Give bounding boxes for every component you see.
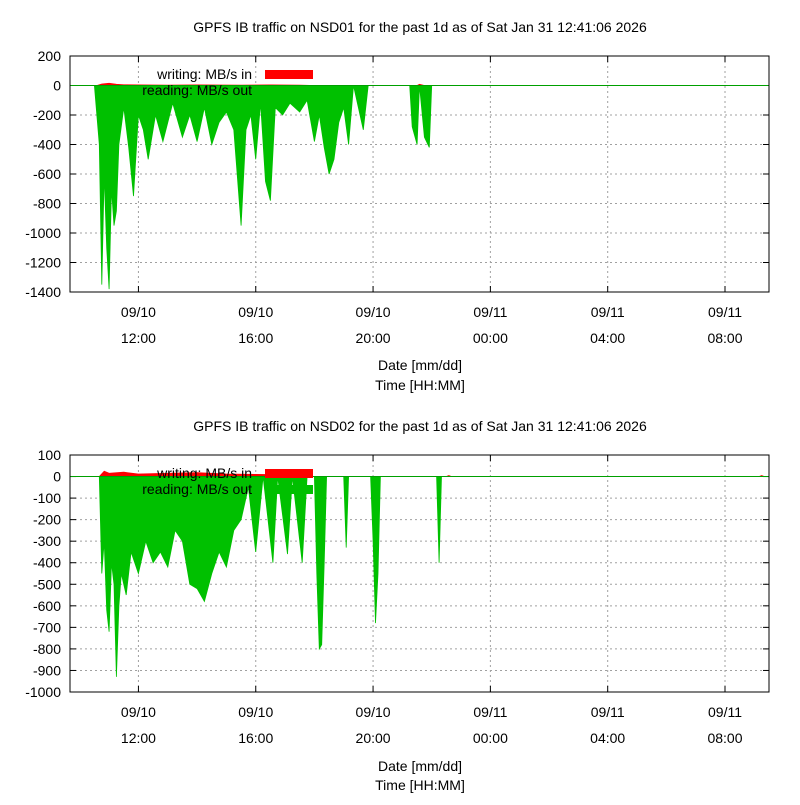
y-tick-label: -800 xyxy=(33,641,61,657)
legend-swatch-reading xyxy=(265,485,313,494)
x-tick-label-time: 20:00 xyxy=(356,330,391,346)
x-tick-label-time: 16:00 xyxy=(238,730,273,746)
x-axis-label-time: Time [HH:MM] xyxy=(375,377,465,393)
y-tick-label: -1000 xyxy=(25,225,61,241)
y-tick-label: -400 xyxy=(33,137,61,153)
y-tick-label: -200 xyxy=(33,107,61,123)
y-tick-label: -1200 xyxy=(25,255,61,271)
legend-swatch-reading xyxy=(265,86,313,95)
x-tick-label-time: 00:00 xyxy=(473,330,508,346)
y-tick-label: -500 xyxy=(33,576,61,592)
y-tick-label: 0 xyxy=(53,78,61,94)
x-tick-label-time: 12:00 xyxy=(121,330,156,346)
y-tick-label: -100 xyxy=(33,490,61,506)
x-tick-label-date: 09/10 xyxy=(356,704,391,720)
y-tick-label: -800 xyxy=(33,196,61,212)
x-axis-label-time: Time [HH:MM] xyxy=(375,777,465,793)
x-tick-label-time: 04:00 xyxy=(590,730,625,746)
y-tick-label: -1400 xyxy=(25,284,61,300)
x-axis-label-date: Date [mm/dd] xyxy=(378,357,462,373)
x-tick-label-time: 12:00 xyxy=(121,730,156,746)
plot-frame xyxy=(69,55,770,293)
y-tick-label: 0 xyxy=(53,469,61,485)
y-tick-label: -1000 xyxy=(25,684,61,700)
y-tick-label: 100 xyxy=(38,447,62,463)
x-tick-label-time: 16:00 xyxy=(238,330,273,346)
x-tick-label-date: 09/10 xyxy=(238,704,273,720)
y-tick-label: -300 xyxy=(33,533,61,549)
legend-label: reading: MB/s out xyxy=(142,481,252,497)
x-tick-label-time: 00:00 xyxy=(473,730,508,746)
y-tick-label: -200 xyxy=(33,512,61,528)
y-tick-label: -900 xyxy=(33,662,61,678)
legend-swatch-writing xyxy=(265,469,313,478)
chart-title: GPFS IB traffic on NSD02 for the past 1d… xyxy=(193,418,647,434)
legend-label: writing: MB/s in xyxy=(156,465,252,481)
legend-swatch-writing xyxy=(265,70,313,79)
plot-frame xyxy=(69,454,770,693)
legend-label: writing: MB/s in xyxy=(156,66,252,82)
series-reading-area xyxy=(98,476,765,677)
x-axis-label-date: Date [mm/dd] xyxy=(378,758,462,774)
x-tick-label-date: 09/11 xyxy=(473,304,507,320)
x-tick-label-date: 09/11 xyxy=(708,304,742,320)
chart-title: GPFS IB traffic on NSD01 for the past 1d… xyxy=(193,19,647,35)
chart-panel-nsd01: GPFS IB traffic on NSD01 for the past 1d… xyxy=(25,19,770,393)
y-tick-label: -600 xyxy=(33,598,61,614)
y-tick-label: 200 xyxy=(38,48,62,64)
y-tick-label: -400 xyxy=(33,555,61,571)
x-tick-label-date: 09/10 xyxy=(238,304,273,320)
x-tick-label-date: 09/11 xyxy=(708,704,742,720)
y-tick-label: -600 xyxy=(33,166,61,182)
x-tick-label-time: 08:00 xyxy=(707,730,742,746)
x-tick-label-date: 09/11 xyxy=(473,704,507,720)
x-tick-label-date: 09/10 xyxy=(121,304,156,320)
legend-label: reading: MB/s out xyxy=(142,82,252,98)
chart-panel-nsd02: GPFS IB traffic on NSD02 for the past 1d… xyxy=(25,418,770,793)
x-tick-label-time: 08:00 xyxy=(707,330,742,346)
x-tick-label-time: 04:00 xyxy=(590,330,625,346)
x-tick-label-date: 09/11 xyxy=(591,304,625,320)
x-tick-label-date: 09/10 xyxy=(121,704,156,720)
x-tick-label-time: 20:00 xyxy=(356,730,391,746)
y-tick-label: -700 xyxy=(33,619,61,635)
x-tick-label-date: 09/11 xyxy=(591,704,625,720)
series-reading-area xyxy=(93,85,765,290)
x-tick-label-date: 09/10 xyxy=(356,304,391,320)
